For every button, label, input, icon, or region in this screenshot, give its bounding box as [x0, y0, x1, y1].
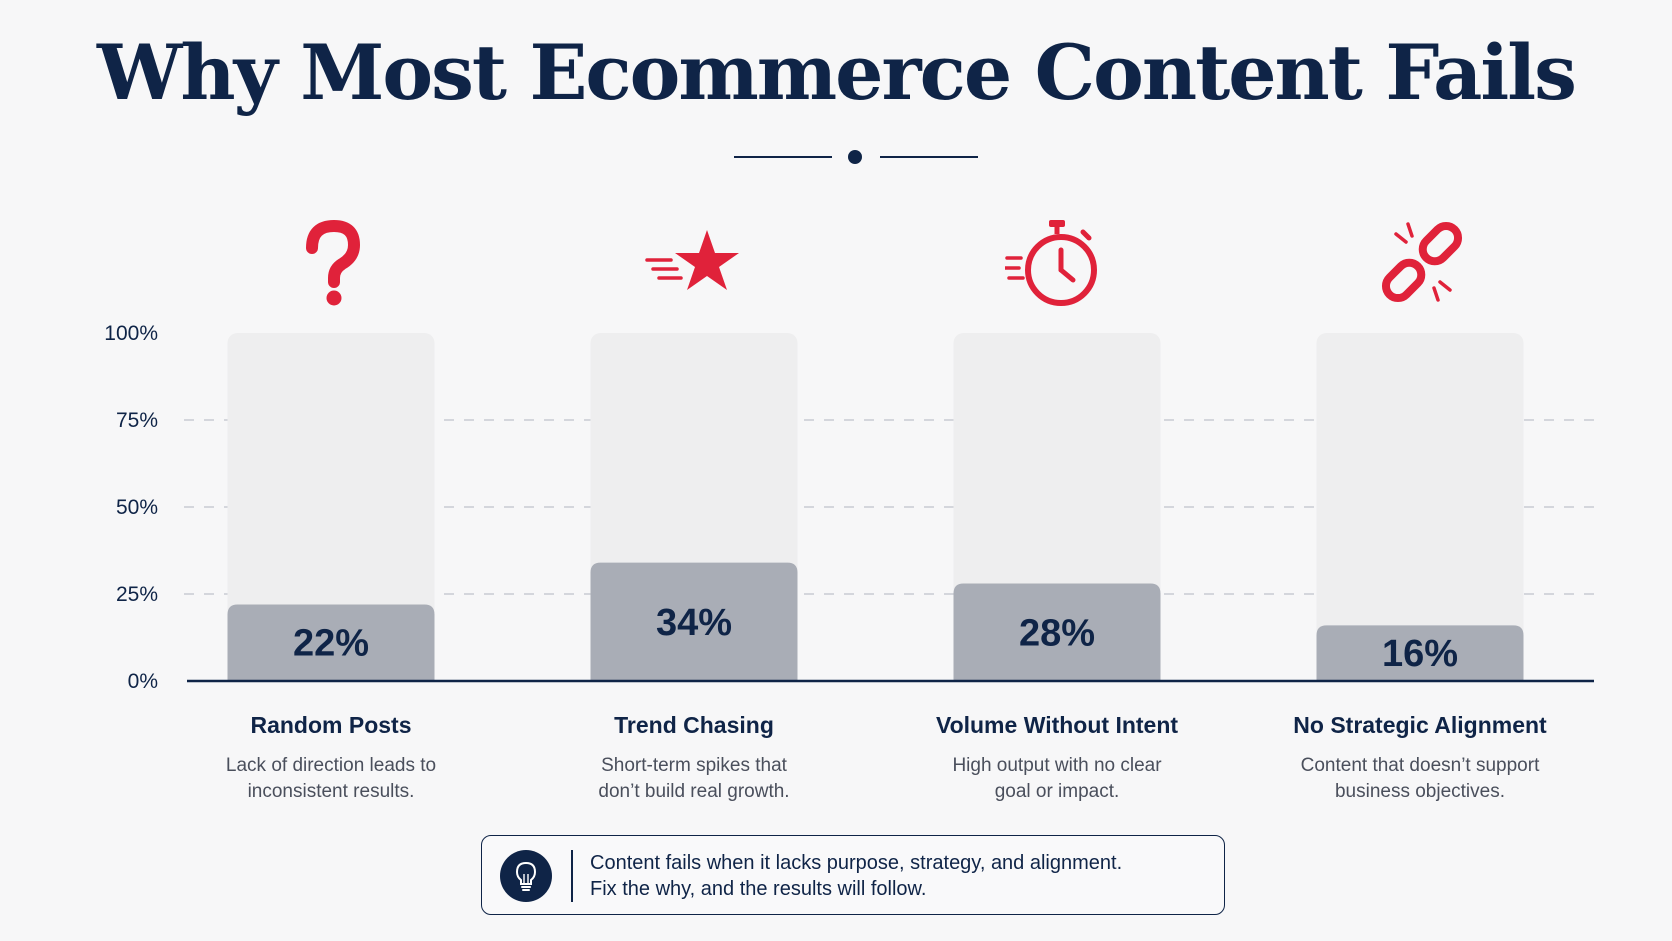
callout-text: Content fails when it lacks purpose, str… — [590, 850, 1122, 902]
divider-line-left — [734, 156, 832, 158]
divider-line-right — [880, 156, 978, 158]
callout-line-2: Fix the why, and the results will follow… — [590, 878, 927, 900]
bar-track — [227, 333, 435, 681]
takeaway-callout: Content fails when it lacks purpose, str… — [481, 835, 1225, 915]
shooting-star-icon — [645, 212, 745, 312]
bar-label-random-posts: Random Posts — [250, 712, 412, 738]
y-tick-label: 0% — [128, 670, 158, 693]
bar-track — [1316, 333, 1524, 681]
divider-dot — [848, 150, 862, 164]
bar-label-trend-chasing: Trend Chasing — [614, 712, 774, 738]
description-line: Short-term spikes that — [601, 755, 787, 776]
bar-value-label: 16% — [1382, 633, 1458, 675]
bar-label-no-strategic-alignment: No Strategic Alignment — [1293, 712, 1547, 738]
description-line: Content that doesn’t support — [1300, 755, 1540, 776]
description-line: inconsistent results. — [247, 781, 415, 802]
title-divider — [0, 150, 1672, 164]
y-tick-label: 50% — [116, 496, 158, 519]
bar-label-volume-without-intent: Volume Without Intent — [935, 712, 1179, 738]
bar-description-random-posts: Lack of direction leads to inconsistent … — [181, 753, 481, 805]
broken-link-icon — [1372, 212, 1472, 312]
bar-value-label: 28% — [1019, 612, 1095, 654]
bar — [590, 562, 798, 681]
description-line: business objectives. — [1334, 781, 1506, 802]
description-line: don’t build real growth. — [598, 781, 790, 802]
bar-description-volume-without-intent: High output with no clear goal or impact… — [907, 753, 1207, 805]
bar-description-trend-chasing: Short-term spikes that don’t build real … — [544, 753, 844, 805]
bar — [953, 583, 1161, 681]
stopwatch-icon — [1003, 212, 1105, 312]
bar-value-label: 34% — [656, 602, 732, 644]
page-title: Why Most Ecommerce Content Fails — [97, 28, 1577, 117]
y-tick-label: 100% — [104, 322, 158, 345]
description-line: Lack of direction leads to — [225, 755, 437, 776]
bar — [227, 604, 435, 681]
y-tick-label: 25% — [116, 583, 158, 606]
bar-chart: 100% 75% 50% 25% 0% 22% 34% 28% 16% — [104, 322, 1594, 693]
description-line: goal or impact. — [994, 781, 1120, 802]
callout-separator — [571, 850, 573, 902]
bar-value-label: 22% — [293, 623, 369, 665]
callout-line-1: Content fails when it lacks purpose, str… — [590, 852, 1123, 874]
lightbulb-icon — [500, 850, 552, 902]
question-mark-icon — [282, 212, 382, 312]
description-line: High output with no clear — [952, 755, 1162, 776]
bar-description-no-strategic-alignment: Content that doesn’t support business ob… — [1270, 753, 1570, 805]
y-tick-label: 75% — [116, 409, 158, 432]
bar — [1316, 625, 1524, 681]
